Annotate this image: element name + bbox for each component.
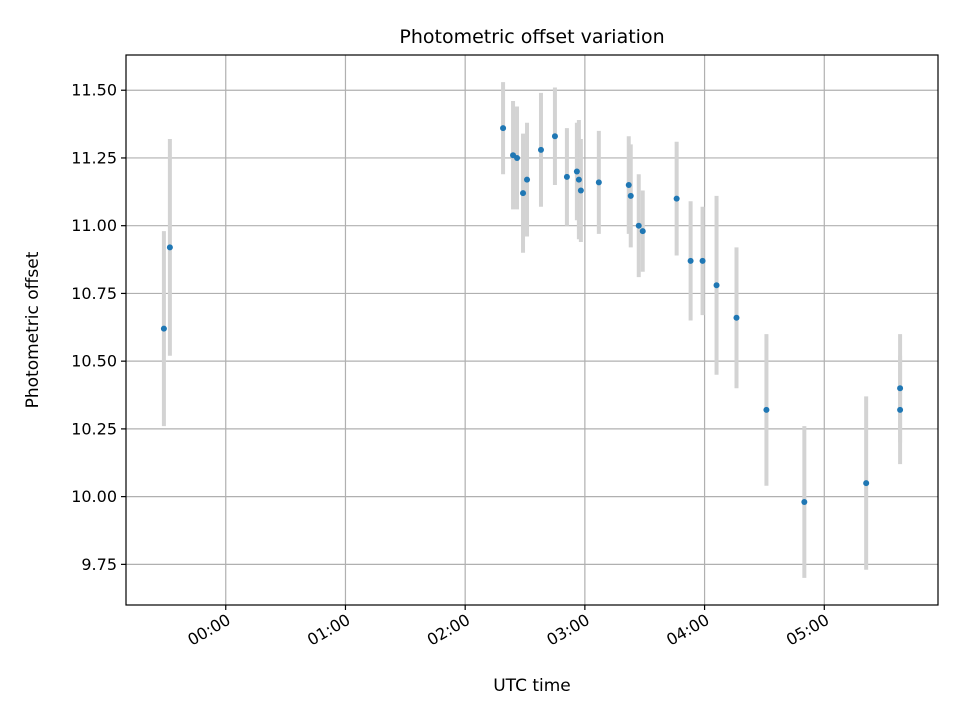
y-tick-label: 11.50 — [71, 81, 117, 100]
y-axis-label: Photometric offset — [23, 251, 43, 408]
data-point — [801, 499, 808, 506]
data-point — [537, 146, 544, 153]
data-point — [897, 406, 904, 413]
y-tick-label: 10.50 — [71, 352, 117, 371]
y-tick-label: 9.75 — [81, 555, 117, 574]
data-point — [514, 154, 521, 161]
data-point — [627, 192, 634, 199]
data-point — [713, 282, 720, 289]
data-point — [160, 325, 167, 332]
data-point — [863, 480, 870, 487]
y-axis-ticks: 9.75 10.00 10.25 10.50 10.75 11.00 11.25 11.50 — [71, 81, 126, 574]
data-point — [687, 257, 694, 264]
data-point — [625, 182, 632, 189]
data-point — [520, 190, 527, 197]
data-point — [595, 179, 602, 186]
data-point — [551, 133, 558, 140]
y-tick-label: 10.25 — [71, 419, 117, 438]
data-point — [635, 222, 642, 229]
data-point — [577, 187, 584, 194]
data-point — [673, 195, 680, 202]
chart-title: Photometric offset variation — [399, 26, 664, 48]
data-point — [500, 125, 507, 132]
x-axis-label: UTC time — [493, 676, 571, 696]
plot-frame — [125, 54, 939, 606]
y-tick-label: 11.25 — [71, 148, 117, 167]
y-tick-label: 11.00 — [71, 216, 117, 235]
data-point — [575, 176, 582, 183]
grid-lines — [126, 55, 938, 605]
data-point — [733, 314, 740, 321]
data-markers — [160, 125, 904, 506]
data-point — [524, 176, 531, 183]
data-point — [639, 228, 646, 235]
data-point — [763, 406, 770, 413]
data-point — [563, 173, 570, 180]
y-tick-label: 10.75 — [71, 284, 117, 303]
data-point — [699, 257, 706, 264]
data-point — [897, 385, 904, 392]
y-tick-label: 10.00 — [71, 487, 117, 506]
data-point — [573, 168, 580, 175]
data-point — [166, 244, 173, 251]
